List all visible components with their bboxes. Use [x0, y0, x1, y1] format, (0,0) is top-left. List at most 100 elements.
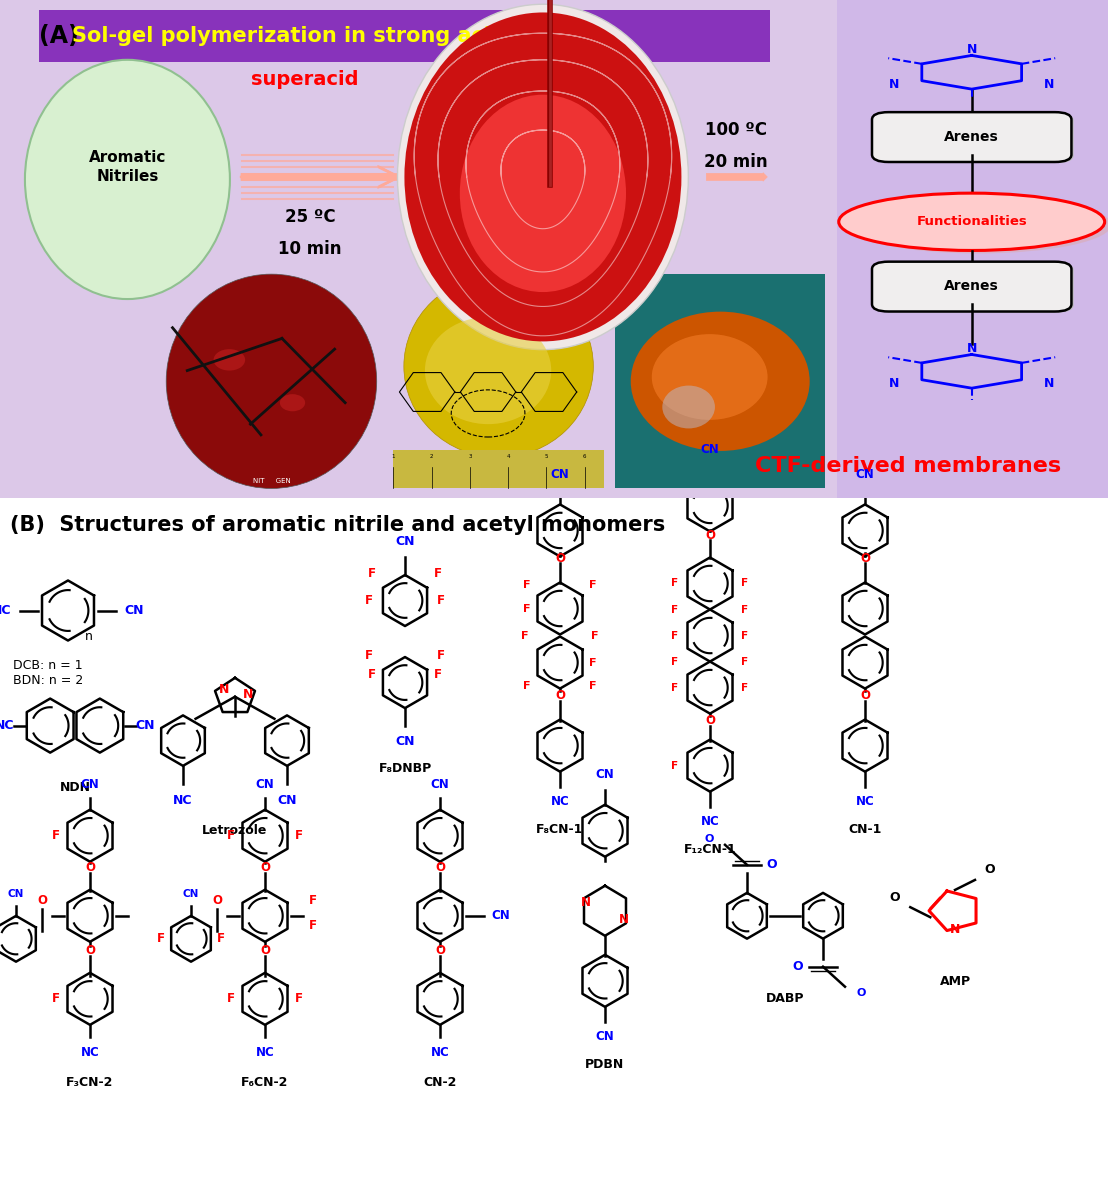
Text: CN: CN — [700, 443, 719, 456]
Ellipse shape — [630, 311, 810, 450]
Text: F: F — [671, 631, 678, 640]
Text: F: F — [437, 649, 445, 662]
Text: F: F — [523, 681, 531, 691]
Text: CN: CN — [396, 735, 414, 747]
Bar — [837, 0, 1108, 498]
Text: CN: CN — [492, 909, 511, 922]
Text: CN-2: CN-2 — [423, 1076, 456, 1089]
Text: O: O — [260, 944, 270, 957]
Text: F: F — [671, 657, 678, 667]
Text: F: F — [741, 579, 749, 588]
Text: F: F — [437, 594, 445, 607]
Text: O: O — [85, 944, 95, 957]
Text: CN: CN — [135, 719, 155, 733]
Text: CN: CN — [8, 889, 24, 898]
Text: CN: CN — [396, 536, 414, 549]
Ellipse shape — [425, 317, 552, 424]
Text: F: F — [589, 580, 597, 591]
Text: F: F — [295, 829, 302, 842]
Text: n: n — [85, 629, 93, 643]
Ellipse shape — [652, 334, 768, 420]
Text: CN: CN — [277, 794, 297, 807]
Text: CN: CN — [551, 468, 570, 480]
Text: F: F — [368, 668, 376, 681]
Text: F: F — [671, 604, 678, 615]
Text: 6: 6 — [583, 454, 586, 460]
Text: N: N — [950, 924, 961, 936]
Text: F: F — [365, 649, 373, 662]
Text: CN: CN — [256, 778, 275, 791]
Text: NC: NC — [0, 719, 14, 733]
FancyBboxPatch shape — [874, 263, 1074, 312]
Text: AMP: AMP — [940, 975, 971, 988]
Text: 2: 2 — [430, 454, 433, 460]
Text: NC: NC — [81, 1046, 100, 1059]
FancyBboxPatch shape — [872, 262, 1071, 311]
Text: F: F — [309, 919, 317, 932]
Text: F: F — [434, 567, 442, 580]
Text: O: O — [212, 895, 222, 907]
Text: N: N — [581, 896, 591, 909]
Text: CN: CN — [596, 1030, 614, 1044]
Text: O: O — [435, 861, 445, 874]
Text: Aromatic
Nitriles: Aromatic Nitriles — [89, 150, 166, 185]
Text: 4: 4 — [506, 454, 510, 460]
Text: O: O — [705, 528, 715, 542]
Text: F: F — [365, 594, 373, 607]
Text: NC: NC — [431, 1046, 450, 1059]
Ellipse shape — [166, 274, 377, 489]
Text: NC: NC — [551, 795, 570, 808]
Text: F: F — [741, 604, 749, 615]
Text: O: O — [985, 864, 995, 877]
Text: F: F — [227, 992, 235, 1005]
Text: 5: 5 — [545, 454, 548, 460]
Text: CN-1: CN-1 — [849, 823, 882, 836]
Text: NIT     GEN: NIT GEN — [253, 478, 290, 484]
Text: F: F — [295, 992, 302, 1005]
Text: O: O — [705, 715, 715, 727]
Text: NDN: NDN — [60, 781, 91, 794]
Text: O: O — [37, 895, 47, 907]
Text: F: F — [671, 579, 678, 588]
Text: NC: NC — [0, 604, 12, 617]
Text: F₁₂CN-1: F₁₂CN-1 — [684, 843, 737, 856]
Text: Arenes: Arenes — [944, 279, 999, 293]
Text: (B)  Structures of aromatic nitrile and acetyl monomers: (B) Structures of aromatic nitrile and a… — [10, 515, 665, 536]
Text: F: F — [52, 992, 60, 1005]
Ellipse shape — [398, 5, 688, 349]
Text: NC: NC — [256, 1046, 275, 1059]
Bar — [393, 450, 604, 489]
Text: F₈DNBP: F₈DNBP — [378, 761, 432, 775]
Text: F: F — [309, 895, 317, 907]
Text: F: F — [157, 932, 165, 945]
Text: F: F — [434, 668, 442, 681]
Text: 3: 3 — [469, 454, 472, 460]
Text: N: N — [1044, 78, 1055, 91]
Text: O: O — [555, 552, 565, 564]
Text: F₃CN-2: F₃CN-2 — [66, 1076, 114, 1089]
Ellipse shape — [839, 193, 1105, 251]
Text: N: N — [243, 688, 253, 701]
Ellipse shape — [25, 60, 230, 299]
Text: O: O — [860, 689, 870, 703]
Text: O: O — [435, 944, 445, 957]
Text: F: F — [52, 829, 60, 842]
Ellipse shape — [845, 196, 1108, 253]
Text: CN: CN — [431, 778, 450, 791]
Text: 20 min: 20 min — [704, 153, 768, 171]
Text: F: F — [227, 829, 235, 842]
Text: O: O — [260, 861, 270, 874]
Text: F: F — [671, 682, 678, 693]
Text: Functionalities: Functionalities — [916, 215, 1027, 228]
Text: Letrozole: Letrozole — [203, 824, 268, 837]
Text: O: O — [705, 833, 714, 844]
Text: O: O — [792, 960, 803, 973]
Text: F: F — [589, 681, 597, 691]
Text: F: F — [741, 657, 749, 667]
FancyBboxPatch shape — [874, 113, 1074, 163]
Text: (A): (A) — [39, 24, 79, 48]
Text: N: N — [619, 913, 629, 926]
Text: 25 ºC: 25 ºC — [285, 208, 336, 226]
Text: NC: NC — [700, 815, 719, 829]
Bar — [615, 274, 825, 489]
